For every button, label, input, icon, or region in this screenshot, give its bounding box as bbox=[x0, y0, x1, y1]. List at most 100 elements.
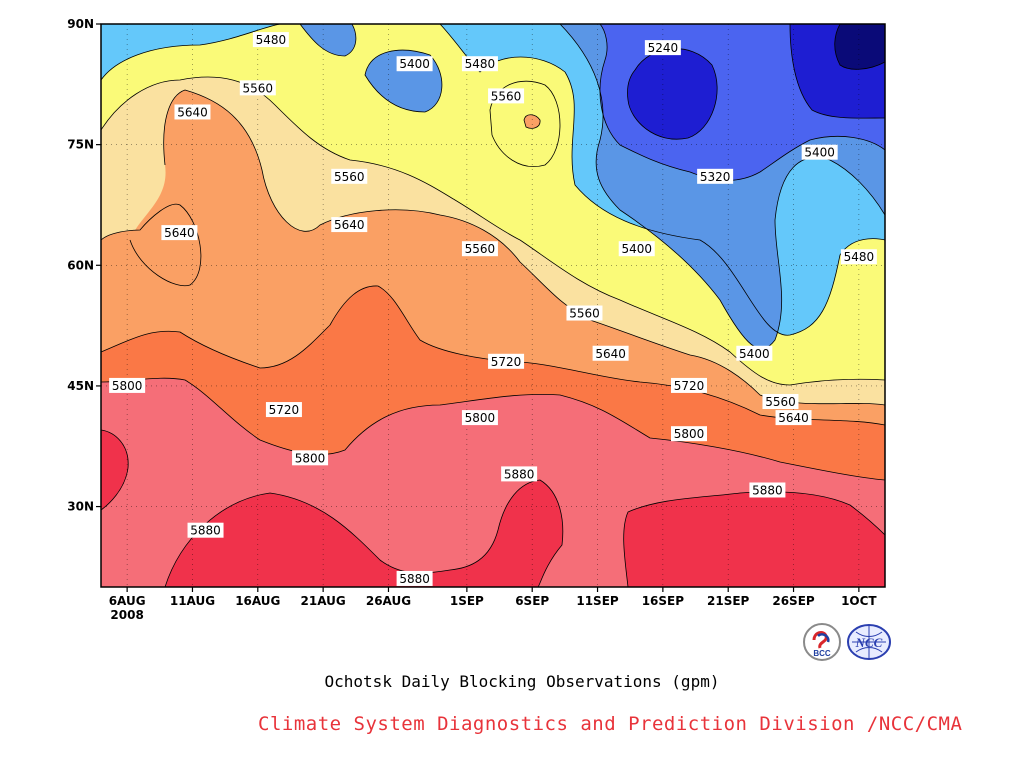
contour-label-text: 5640 bbox=[334, 218, 365, 232]
contour-label: 5640 bbox=[775, 410, 812, 426]
contour-label-text: 5640 bbox=[778, 411, 809, 425]
y-axis: 30N 45N 60N 75N 90N bbox=[67, 17, 101, 514]
contour-label-bg bbox=[292, 450, 329, 466]
x-tick-label: 11AUG bbox=[170, 594, 215, 608]
contour-label-bg bbox=[671, 426, 707, 442]
x-tick-label: 26AUG bbox=[366, 594, 411, 608]
plot-frame bbox=[100, 23, 886, 588]
contour-label: 5400 bbox=[801, 144, 838, 160]
contour-label: 5640 bbox=[161, 225, 198, 241]
y-tick-label: 45N bbox=[67, 379, 94, 393]
x-tick-label: 6SEP bbox=[515, 594, 549, 608]
contour-label-bg bbox=[749, 482, 786, 498]
contour-label-text: 5800 bbox=[674, 427, 705, 441]
contour-label: 5720 bbox=[265, 402, 302, 418]
contour-label-text: 5640 bbox=[164, 226, 195, 240]
contour-label-text: 5560 bbox=[243, 81, 274, 95]
contour-label-text: 5320 bbox=[700, 170, 731, 184]
contour-label-bg bbox=[187, 522, 224, 538]
contour-label: 5640 bbox=[592, 345, 629, 361]
bcc-logo: BCC bbox=[802, 622, 842, 666]
contour-label: 5400 bbox=[396, 56, 433, 72]
contour-label-text: 5400 bbox=[399, 57, 430, 71]
contour-label-bg bbox=[396, 570, 433, 586]
contour-label-text: 5240 bbox=[648, 41, 679, 55]
ncc-logo-text: NCC bbox=[855, 635, 883, 650]
contour-label: 5400 bbox=[736, 345, 773, 361]
contour-label: 5880 bbox=[749, 482, 786, 498]
contour-label: 5800 bbox=[109, 377, 146, 393]
contour-label: 5800 bbox=[671, 426, 707, 442]
contour-label: 5880 bbox=[396, 570, 433, 586]
contour-label-bg bbox=[461, 56, 498, 72]
contour-label-text: 5560 bbox=[765, 395, 796, 409]
contour-label: 5720 bbox=[488, 353, 525, 369]
x-tick-label: 6AUG bbox=[109, 594, 146, 608]
contour-label-text: 5480 bbox=[465, 57, 496, 71]
contour-label-bg bbox=[161, 225, 198, 241]
y-tick-label: 75N bbox=[67, 138, 94, 152]
contour-label-text: 5480 bbox=[256, 33, 287, 47]
contour-label-text: 5800 bbox=[465, 411, 496, 425]
footer-credit: Climate System Diagnostics and Predictio… bbox=[258, 713, 963, 735]
x-tick-label: 21SEP bbox=[707, 594, 750, 608]
contour-label-bg bbox=[775, 410, 812, 426]
contour-label-text: 5400 bbox=[804, 146, 835, 160]
contour-label-text: 5400 bbox=[739, 347, 770, 361]
contour-label-bg bbox=[801, 144, 838, 160]
contour-label-text: 5560 bbox=[491, 89, 522, 103]
grid-layer bbox=[101, 24, 885, 587]
contour-label-text: 5720 bbox=[491, 355, 522, 369]
contour-label-bg bbox=[331, 217, 368, 233]
contour-label-bg bbox=[566, 305, 603, 321]
contour-label: 5480 bbox=[252, 32, 289, 48]
contour-label-bg bbox=[488, 88, 525, 104]
contour-label: 5560 bbox=[762, 394, 799, 410]
contour-label: 5480 bbox=[840, 249, 877, 265]
chart-title: Ochotsk Daily Blocking Observations (gpm… bbox=[324, 672, 720, 691]
ncc-logo: NCC bbox=[846, 622, 892, 666]
y-tick-label: 90N bbox=[67, 17, 94, 31]
contour-label: 5400 bbox=[618, 241, 655, 257]
contour-label-bg bbox=[592, 345, 629, 361]
contour-label: 5640 bbox=[331, 217, 368, 233]
contour-label-bg bbox=[736, 345, 773, 361]
contour-label: 5800 bbox=[292, 450, 329, 466]
x-tick-label: 16AUG bbox=[235, 594, 280, 608]
contour-label-text: 5800 bbox=[295, 451, 326, 465]
contour-label-bg bbox=[331, 168, 368, 184]
contour-label: 5560 bbox=[239, 80, 276, 96]
band-5160-5240 bbox=[834, 24, 885, 70]
contour-label-text: 5400 bbox=[621, 242, 652, 256]
contour-label: 5320 bbox=[697, 168, 734, 184]
x-year-label: 2008 bbox=[110, 608, 143, 622]
contour-label-bg bbox=[697, 168, 734, 184]
contour-label-bg bbox=[840, 249, 877, 265]
contour-label-bg bbox=[461, 241, 498, 257]
contour-label: 5480 bbox=[461, 56, 498, 72]
contour-label-text: 5560 bbox=[465, 242, 496, 256]
band-5960-6040-west bbox=[101, 430, 129, 510]
contour-lines bbox=[101, 24, 885, 587]
warm-spot bbox=[524, 114, 541, 129]
contour-label: 5560 bbox=[566, 305, 603, 321]
contour-label-text: 5880 bbox=[399, 572, 430, 586]
x-tick-label: 1SEP bbox=[450, 594, 484, 608]
contour-label-bg bbox=[461, 410, 498, 426]
contour-label-bg bbox=[174, 104, 211, 120]
contour-label: 5880 bbox=[501, 466, 538, 482]
band-5960-6040-south-b bbox=[623, 491, 885, 587]
contour-label-bg bbox=[671, 377, 707, 393]
contour-label-bg bbox=[252, 32, 289, 48]
x-tick-label: 21AUG bbox=[301, 594, 346, 608]
contour-label-bg bbox=[762, 394, 799, 410]
contour-label-text: 5480 bbox=[844, 250, 875, 264]
contour-label: 5880 bbox=[187, 522, 224, 538]
contour-label-bg bbox=[239, 80, 276, 96]
contour-label: 5560 bbox=[488, 88, 525, 104]
contour-label-text: 5640 bbox=[177, 105, 208, 119]
contour-label: 5800 bbox=[461, 410, 498, 426]
contour-label: 5720 bbox=[671, 377, 707, 393]
